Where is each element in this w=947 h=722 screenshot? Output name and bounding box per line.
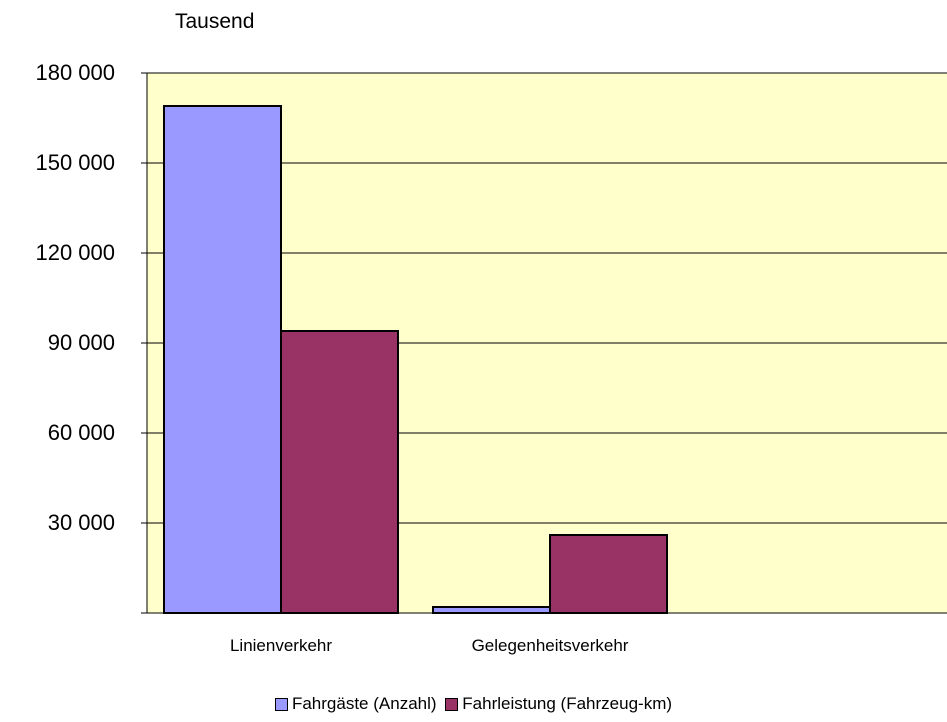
legend-label-fahrgaeste: Fahrgäste (Anzahl) <box>291 694 437 713</box>
x-tick-label-1: Gelegenheitsverkehr <box>472 636 629 655</box>
y-tick-label-3: 120 000 <box>35 240 115 265</box>
bar-gelegenheitsverkehr-1 <box>549 534 668 614</box>
y-tick-label-1: 60 000 <box>48 420 115 445</box>
bar-linienverkehr-0 <box>163 105 282 614</box>
y-tick-label-2: 90 000 <box>48 330 115 355</box>
x-tick-label-0: Linienverkehr <box>230 636 332 655</box>
y-axis-unit-label: Tausend <box>175 10 255 33</box>
bar-chart: 30 000 60 000 90 000 120 000 150 000 180 000 L… <box>35 60 947 655</box>
y-tick-label-4: 150 000 <box>35 150 115 175</box>
y-tick-label-0: 30 000 <box>48 510 115 535</box>
legend-swatch-fahrgaeste <box>274 697 288 711</box>
bar-gelegenheitsverkehr-0 <box>432 606 551 614</box>
legend: Fahrgäste (Anzahl) Fahrleistung (Fahrzeu… <box>0 694 947 716</box>
legend-label-fahrleistung: Fahrleistung (Fahrzeug-km) <box>462 694 673 713</box>
legend-swatch-fahrleistung <box>445 697 459 711</box>
bar-linienverkehr-1 <box>280 330 399 614</box>
y-tick-label-5: 180 000 <box>35 60 115 85</box>
legend-item-fahrleistung: Fahrleistung (Fahrzeug-km) <box>445 694 672 714</box>
legend-item-fahrgaeste: Fahrgäste (Anzahl) <box>274 694 437 714</box>
